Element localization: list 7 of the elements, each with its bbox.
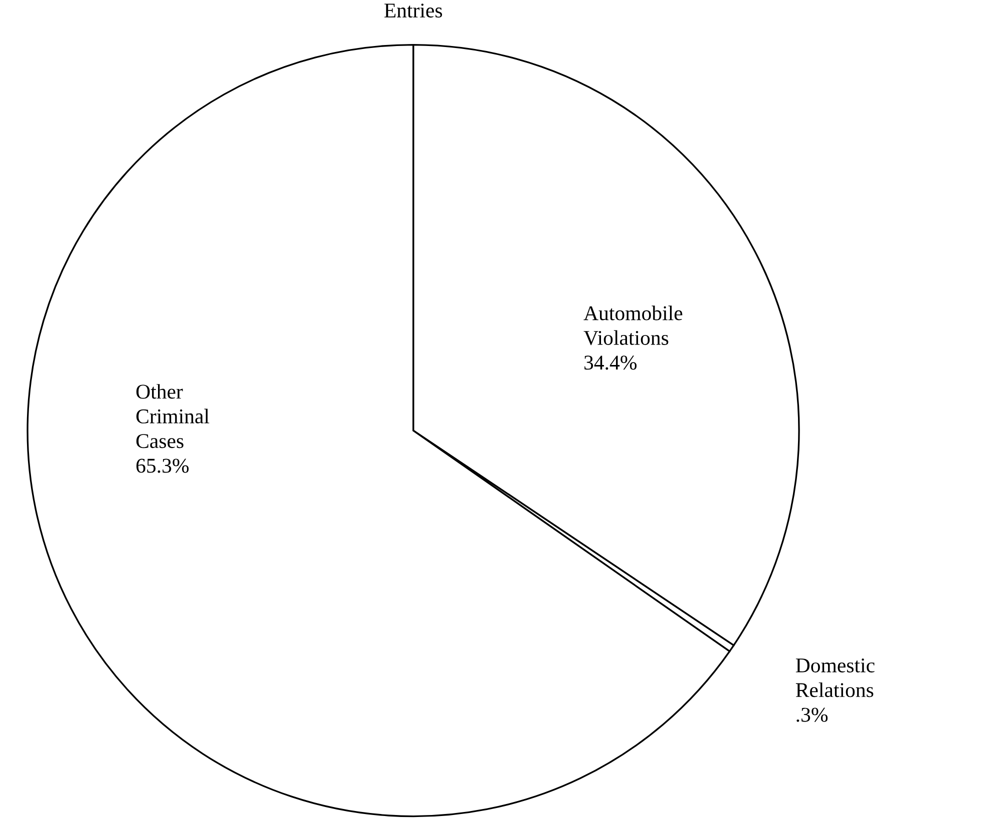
slice-label: Domestic Relations: [796, 658, 875, 698]
slice-label: Other Criminal Cases: [136, 384, 210, 448]
data-label: 34.4%: [584, 356, 637, 370]
chart-title: Entries: [384, 4, 442, 18]
data-label: 65.3%: [136, 458, 189, 473]
slice-label: Automobile Violations: [584, 306, 682, 346]
data-label: .3%: [796, 708, 828, 722]
